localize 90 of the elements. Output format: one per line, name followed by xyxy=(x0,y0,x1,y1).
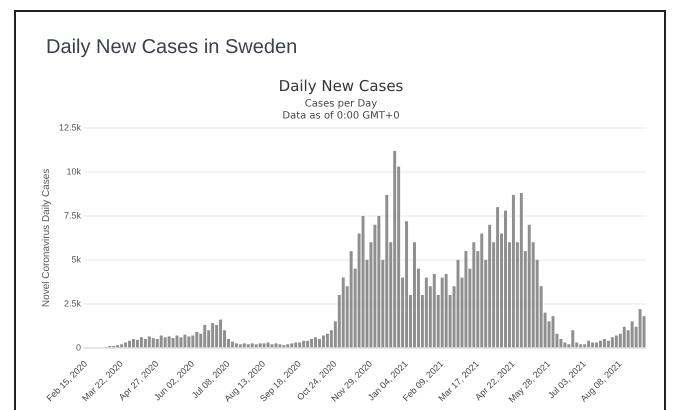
bar xyxy=(432,274,436,348)
y-tick-label: 10k xyxy=(66,166,82,176)
bar xyxy=(424,277,428,348)
bar xyxy=(412,242,416,348)
bar xyxy=(456,260,460,348)
bar xyxy=(211,323,214,348)
bar xyxy=(164,337,167,348)
bar xyxy=(496,207,500,348)
bar xyxy=(638,309,642,348)
bar xyxy=(310,339,314,348)
bar xyxy=(195,332,198,348)
bar xyxy=(464,251,468,348)
bar xyxy=(172,338,175,348)
bar xyxy=(599,340,602,348)
chart-subtitle: Cases per Day Data as of 0:00 GMT+0 xyxy=(282,98,400,122)
bar xyxy=(440,277,444,348)
bar xyxy=(606,340,610,348)
bar xyxy=(326,334,329,348)
bar xyxy=(128,340,132,348)
bar xyxy=(140,337,143,348)
y-tick-label: 0 xyxy=(76,342,82,352)
bar xyxy=(262,343,266,348)
text: Daily New Cases in Sweden xyxy=(46,36,298,59)
bar xyxy=(191,335,194,348)
bar xyxy=(176,335,179,348)
bar xyxy=(152,338,155,348)
bar xyxy=(614,335,618,348)
bar xyxy=(512,194,515,348)
bar xyxy=(136,340,139,348)
bar xyxy=(591,342,594,348)
bar xyxy=(472,242,476,348)
bar xyxy=(385,194,388,348)
bar xyxy=(298,342,302,348)
bar xyxy=(238,344,242,348)
bar xyxy=(595,342,598,348)
bar xyxy=(270,344,274,348)
bar xyxy=(242,343,246,348)
bar xyxy=(302,340,306,348)
y-axis-title: Novel Coronavirus Daily Cases xyxy=(40,168,52,308)
bar xyxy=(278,344,282,348)
bar xyxy=(602,339,606,348)
bar xyxy=(290,343,294,348)
chart-title: Daily New Cases xyxy=(278,76,404,95)
bar xyxy=(254,344,258,348)
bar xyxy=(350,251,353,348)
bar xyxy=(144,339,147,348)
bar xyxy=(583,344,586,348)
bar xyxy=(520,193,523,348)
bar xyxy=(183,334,186,348)
bar xyxy=(132,339,135,348)
bar xyxy=(306,340,310,348)
bar xyxy=(258,343,262,348)
bar xyxy=(234,343,238,348)
bar xyxy=(610,337,614,348)
bar xyxy=(563,342,566,348)
y-tick-label: 5k xyxy=(72,254,82,264)
bar xyxy=(362,216,365,348)
bar xyxy=(552,316,554,348)
bar xyxy=(274,343,278,348)
bar xyxy=(187,336,190,348)
bar xyxy=(630,321,634,348)
bar xyxy=(266,342,270,348)
bar xyxy=(314,337,318,348)
bar xyxy=(219,320,222,348)
bar xyxy=(179,337,182,348)
bar xyxy=(444,274,448,348)
bar xyxy=(156,339,159,348)
bar xyxy=(322,335,325,348)
bar xyxy=(504,210,507,348)
bar xyxy=(203,324,206,348)
y-tick-label: 7.5k xyxy=(64,210,82,220)
y-tick-label: 12.5k xyxy=(58,122,82,132)
bar xyxy=(579,344,582,348)
bar xyxy=(377,216,380,348)
bar xyxy=(286,344,290,348)
bar xyxy=(587,340,590,348)
bar xyxy=(168,336,171,348)
bar xyxy=(622,326,626,348)
bar xyxy=(124,342,128,348)
bar xyxy=(160,335,163,348)
y-tick-label: 2.5k xyxy=(64,298,82,308)
bar xyxy=(120,344,124,348)
bar xyxy=(571,330,574,348)
bar xyxy=(318,339,321,348)
bar xyxy=(230,342,234,348)
bar xyxy=(250,343,254,348)
bar xyxy=(405,221,408,348)
bar xyxy=(488,224,492,348)
bar xyxy=(148,336,151,348)
bar xyxy=(393,150,396,348)
